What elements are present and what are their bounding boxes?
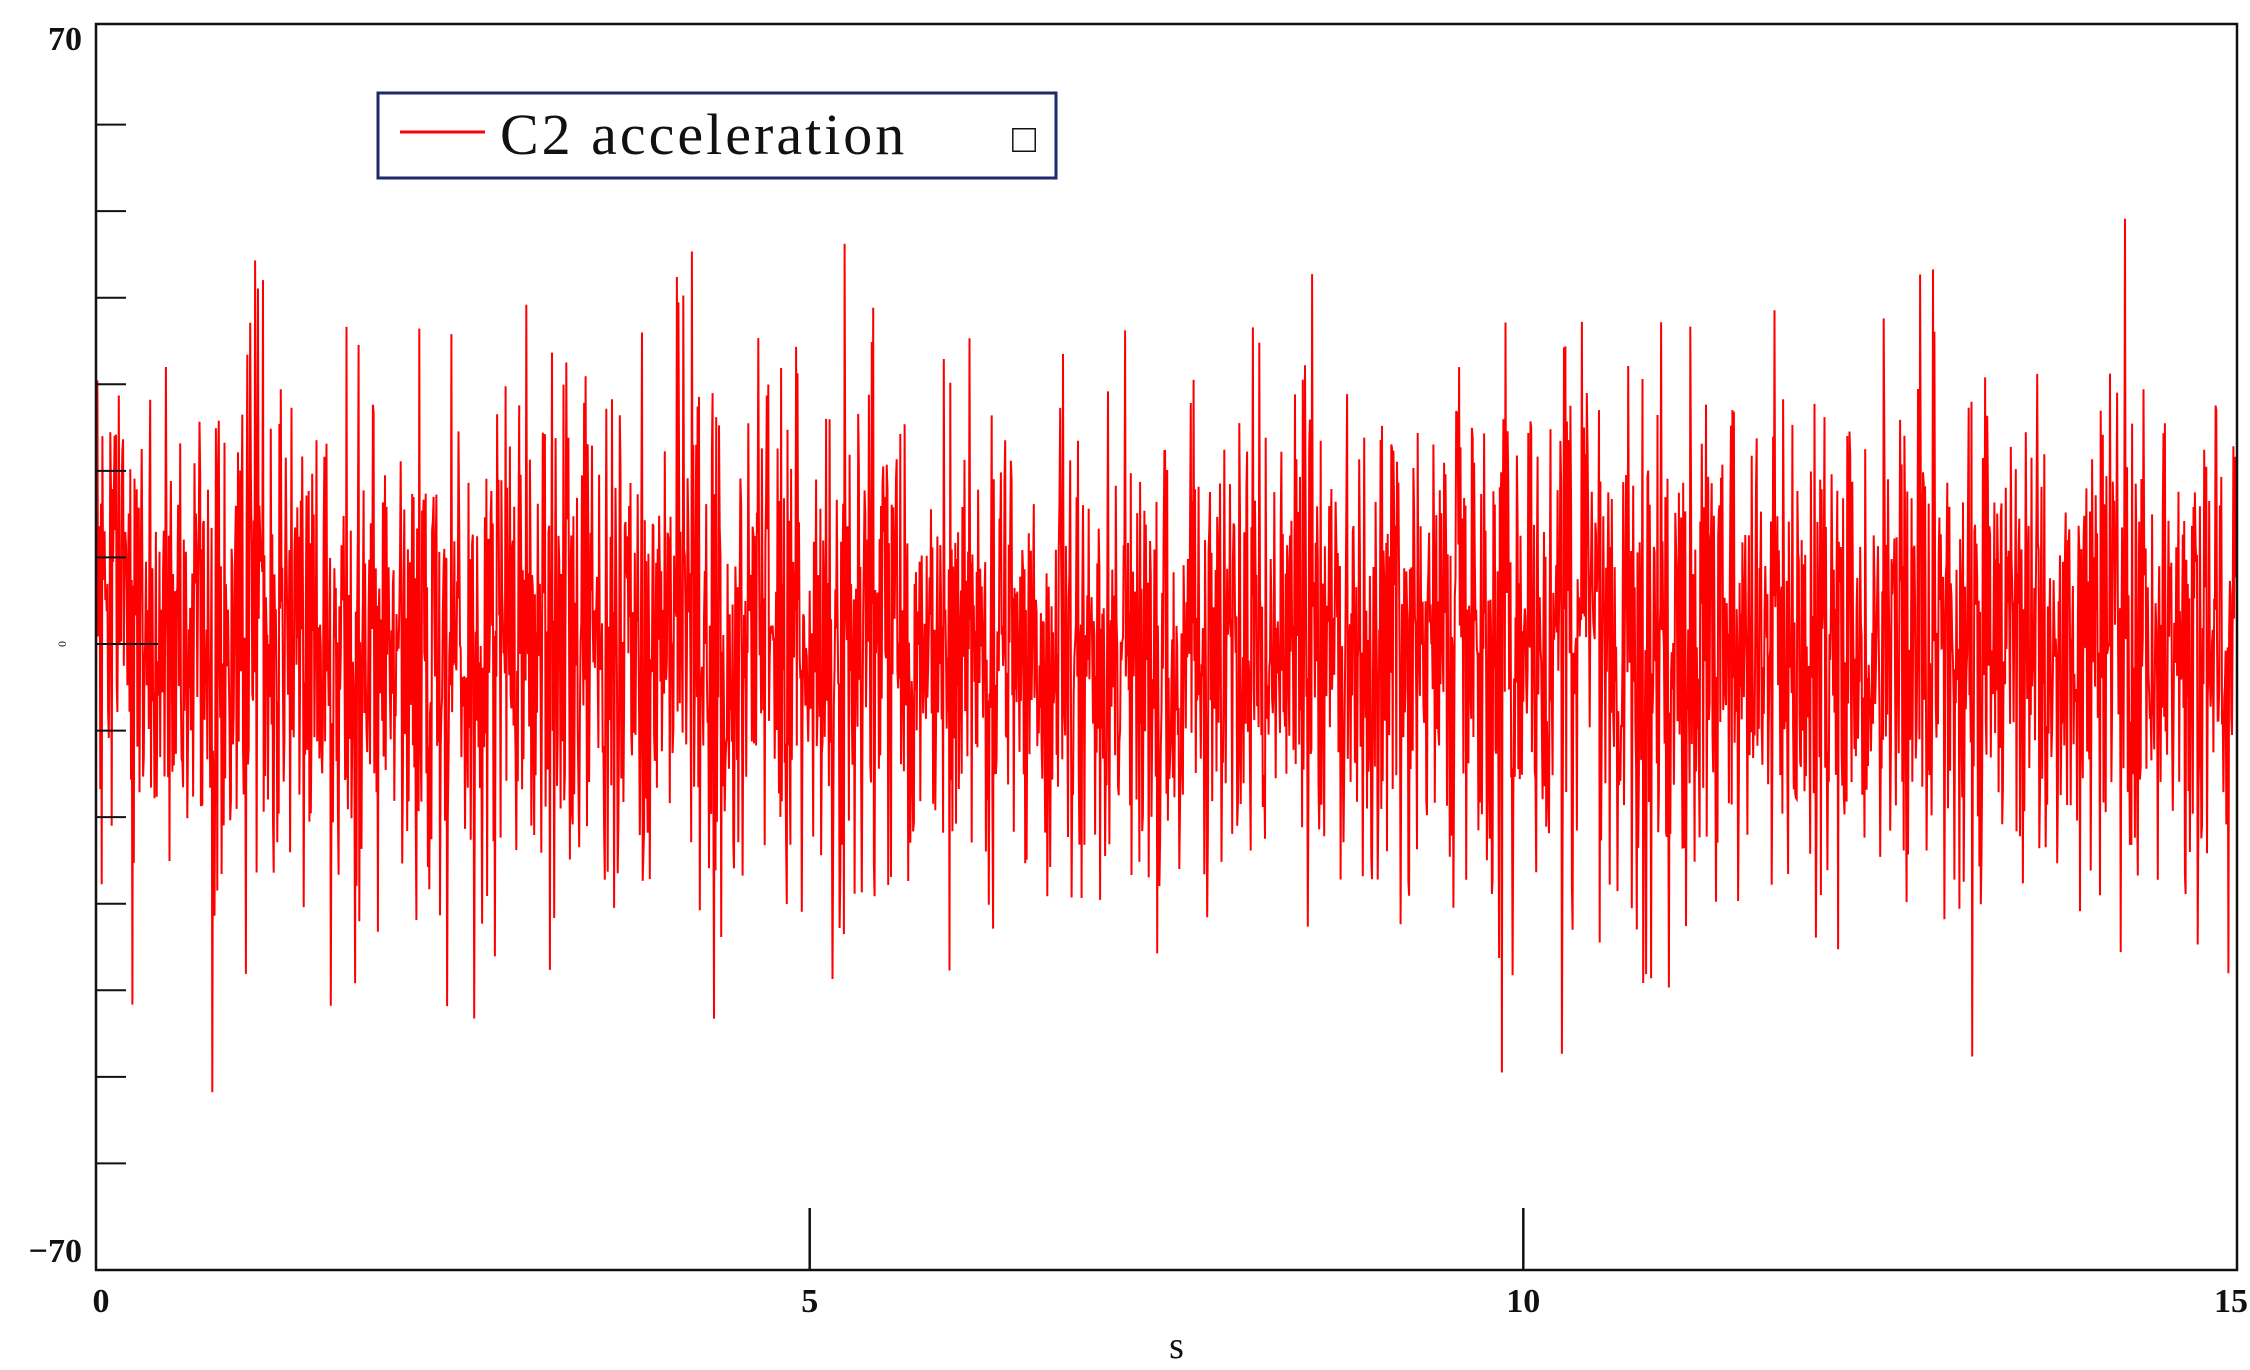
x-axis-title: s: [1169, 1325, 1184, 1367]
y-tick-label: −70: [29, 1233, 82, 1270]
legend-label: C2 acceleration: [500, 102, 907, 167]
x-tick-label: 5: [801, 1283, 818, 1320]
y-tick-label: 70: [48, 21, 82, 58]
x-tick-label: 10: [1506, 1283, 1540, 1320]
axes-layer: 0 5 10 15 70 −70 0 s: [29, 21, 2248, 1367]
x-tick-label: 0: [93, 1283, 110, 1320]
y-zero-label: 0: [55, 641, 69, 647]
x-tick-label: 15: [2214, 1283, 2248, 1320]
legend-box: [376, 91, 1058, 180]
signal-layer: [95, 218, 2238, 1093]
legend[interactable]: C2 acceleration □: [376, 91, 1058, 180]
legend-marker: □: [1012, 116, 1039, 161]
series-line-c2-acceleration: [95, 218, 2238, 1093]
plot-frame: [94, 22, 2239, 1272]
